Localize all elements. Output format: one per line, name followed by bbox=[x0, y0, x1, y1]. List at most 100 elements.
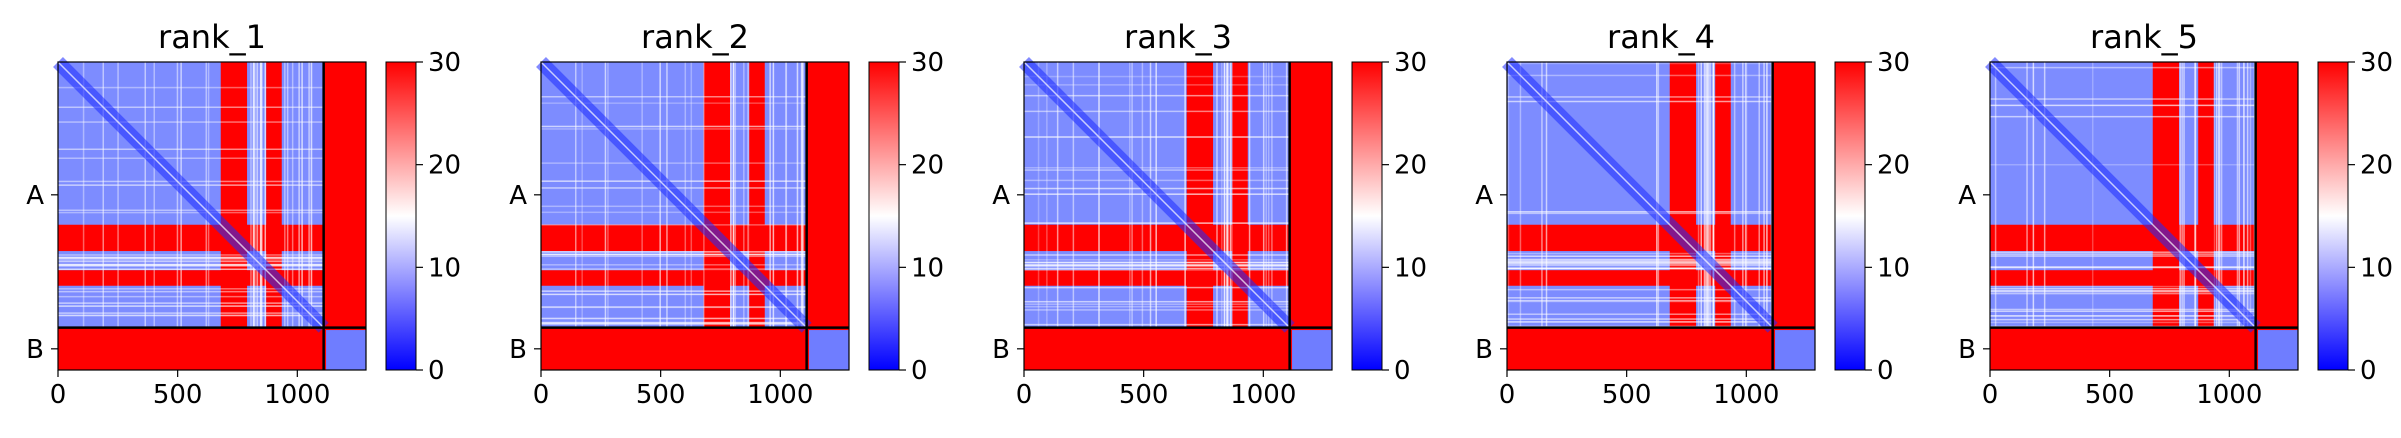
heatmap-streak bbox=[1709, 62, 1712, 328]
heatmap-texture bbox=[1507, 62, 1773, 328]
heatmap-streak bbox=[541, 306, 807, 308]
heatmap-streak bbox=[1507, 264, 1773, 267]
colorbar-tick-label: 10 bbox=[911, 253, 944, 283]
heatmap-streak bbox=[2032, 62, 2035, 328]
heatmap-streak bbox=[684, 62, 687, 328]
y-tick-label: B bbox=[26, 335, 44, 365]
panel-title: rank_1 bbox=[158, 18, 266, 56]
colorbar-tick-label: 10 bbox=[1877, 253, 1910, 283]
heatmap-block bbox=[1507, 285, 1670, 328]
y-tick-label: A bbox=[509, 181, 527, 211]
axes-frame bbox=[1023, 61, 1333, 371]
heatmap-chain-b-block bbox=[809, 330, 849, 370]
heatmap-streak bbox=[541, 125, 807, 128]
heatmap-streak bbox=[734, 62, 737, 328]
heatmap-block bbox=[1024, 251, 1187, 271]
heatmap-streak bbox=[308, 62, 310, 328]
heatmap-streak bbox=[541, 251, 807, 253]
y-tick-label: B bbox=[992, 335, 1010, 365]
heatmap-streak bbox=[690, 62, 693, 328]
heatmap-streak bbox=[291, 62, 294, 328]
x-tick-label: 500 bbox=[1602, 380, 1652, 410]
heatmap-streak bbox=[58, 263, 324, 266]
colorbar-tick-label: 20 bbox=[911, 151, 944, 181]
heatmap-streak bbox=[58, 257, 324, 259]
heatmap-streak bbox=[1742, 62, 1744, 328]
heatmap-streak bbox=[541, 323, 807, 325]
heatmap-streak bbox=[2243, 62, 2245, 328]
heatmap-streak bbox=[541, 102, 807, 104]
heatmap-streak bbox=[1507, 62, 1510, 328]
heatmap-streak bbox=[58, 305, 324, 307]
heatmap-streak bbox=[1706, 62, 1709, 328]
heatmap-block bbox=[1213, 62, 1233, 225]
heatmap-streak bbox=[541, 255, 807, 258]
colorbar bbox=[2317, 61, 2349, 371]
colorbar-tick-label: 10 bbox=[1394, 253, 1427, 283]
heatmap-streak bbox=[1507, 261, 1773, 264]
heatmap-streak bbox=[58, 314, 324, 317]
heatmap-streak bbox=[1990, 292, 2256, 294]
heatmap-streak bbox=[1990, 251, 2256, 253]
x-tick-label: 0 bbox=[533, 380, 550, 410]
panel-title: rank_4 bbox=[1607, 18, 1715, 56]
y-tick-label: B bbox=[1475, 335, 1493, 365]
colorbar-tick-label: 30 bbox=[1877, 48, 1910, 78]
colorbar-tick-label: 30 bbox=[1394, 48, 1427, 78]
heatmap-streak bbox=[1507, 313, 1773, 315]
heatmap-block bbox=[1247, 62, 1290, 225]
heatmap-streak bbox=[2194, 62, 2197, 328]
heatmap-streak bbox=[1507, 260, 1773, 262]
heatmap-streak bbox=[1712, 62, 1715, 328]
heatmap-streak bbox=[58, 295, 324, 298]
heatmap-streak bbox=[541, 268, 807, 270]
colorbar-tick-label: 0 bbox=[428, 356, 445, 386]
heatmap-chain-b-block bbox=[1292, 330, 1332, 370]
heatmap-streak bbox=[1507, 267, 1773, 270]
heatmap-streak bbox=[1507, 318, 1773, 320]
heatmap-streak bbox=[1541, 62, 1543, 328]
y-tick-label: B bbox=[1958, 335, 1976, 365]
x-tick-label: 0 bbox=[1499, 380, 1516, 410]
panel-title: rank_5 bbox=[2090, 18, 2198, 56]
heatmap-streak bbox=[58, 288, 324, 290]
heatmap-streak bbox=[575, 62, 577, 328]
heatmap-streak bbox=[298, 62, 300, 328]
heatmap-streak bbox=[58, 268, 324, 271]
heatmap-streak bbox=[1507, 300, 1773, 303]
heatmap-block bbox=[541, 251, 704, 271]
heatmap-streak bbox=[1990, 104, 2256, 107]
colorbar-tick-label: 10 bbox=[428, 253, 461, 283]
heatmap-diagonal bbox=[1989, 61, 2257, 329]
heatmap-streak bbox=[769, 62, 771, 328]
heatmap-texture bbox=[1024, 62, 1290, 328]
heatmap-streak bbox=[541, 317, 807, 320]
colorbar bbox=[385, 61, 417, 371]
heatmap-block bbox=[1024, 285, 1187, 328]
colorbar-tick-label: 30 bbox=[428, 48, 461, 78]
colorbar-tick-label: 0 bbox=[2360, 356, 2377, 386]
colorbar-tick-label: 30 bbox=[911, 48, 944, 78]
heatmap-streak bbox=[1990, 253, 2256, 256]
heatmap-streak bbox=[1700, 62, 1702, 328]
colorbar-tick-label: 20 bbox=[1394, 151, 1427, 181]
heatmap-streak bbox=[58, 302, 324, 304]
x-tick-label: 1000 bbox=[264, 380, 330, 410]
heatmap-streak bbox=[1990, 285, 2256, 288]
heatmap-streak bbox=[1990, 66, 2256, 69]
heatmap-streak bbox=[1507, 252, 1773, 255]
heatmap-streak bbox=[541, 211, 807, 214]
heatmap-streak bbox=[541, 306, 807, 309]
heatmap-texture bbox=[1990, 62, 2256, 328]
heatmap-streak bbox=[1507, 100, 1773, 103]
heatmap-streak bbox=[541, 317, 807, 320]
heatmap-streak bbox=[541, 293, 807, 296]
heatmap-streak bbox=[1990, 310, 2256, 313]
heatmap-streak bbox=[2238, 62, 2241, 328]
heatmap-streak bbox=[1507, 258, 1773, 261]
heatmap-streak bbox=[58, 180, 324, 183]
heatmap-streak bbox=[58, 260, 324, 263]
heatmap-streak bbox=[58, 312, 324, 314]
colorbar-tick-label: 30 bbox=[2360, 48, 2393, 78]
